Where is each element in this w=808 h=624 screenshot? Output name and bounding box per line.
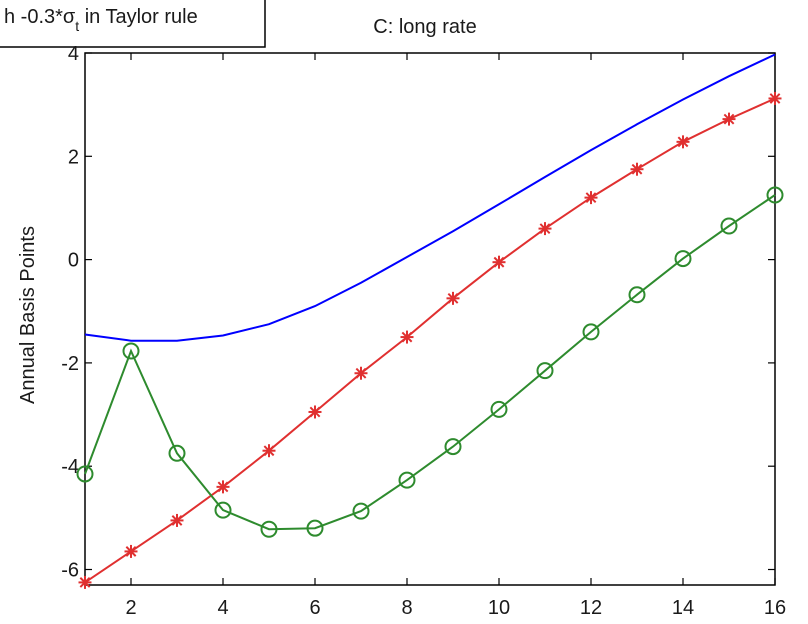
data-point-star (446, 291, 460, 305)
data-point-circle (628, 286, 646, 304)
series-layer (76, 53, 784, 589)
series-line-2 (84, 97, 776, 584)
data-point-star (722, 112, 736, 126)
data-point-circle (536, 362, 554, 380)
data-point-circle (306, 519, 324, 537)
series-line-3 (84, 194, 776, 531)
data-point-star (630, 162, 644, 176)
y-tick-label: 0 (68, 250, 79, 272)
legend-text-subscript: t (75, 18, 79, 34)
x-tick-label: 8 (401, 597, 412, 619)
legend-text-suffix: in Taylor rule (79, 6, 198, 28)
data-point-circle (444, 438, 462, 456)
y-tick-label: 2 (68, 146, 79, 168)
data-point-star (262, 444, 276, 458)
data-point-star (354, 366, 368, 380)
y-tick-label: -6 (61, 560, 79, 582)
data-point-circle (122, 342, 140, 360)
data-point-star (400, 330, 414, 344)
data-point-star (584, 191, 598, 205)
legend-text: h -0.3*σt in Taylor rule (4, 6, 198, 34)
data-point-star (216, 480, 230, 494)
plot-area-frame (84, 52, 776, 586)
data-point-circle (76, 465, 94, 483)
axis-ticks: 2 4 6 8 10 12 14 16 -6 -4 -2 0 2 4 (61, 43, 786, 619)
data-point-circle (674, 250, 692, 268)
data-point-star (768, 91, 782, 105)
data-point-circle (352, 502, 370, 520)
data-point-star (308, 405, 322, 419)
y-axis-label: Annual Basis Points (17, 226, 39, 404)
data-point-circle (490, 400, 508, 418)
series-line-1 (84, 53, 776, 342)
data-point-star (676, 135, 690, 149)
x-tick-label: 2 (125, 597, 136, 619)
x-tick-label: 16 (764, 597, 786, 619)
data-point-circle (720, 217, 738, 235)
legend-text-prefix: h -0.3*σ (4, 6, 76, 28)
chart-title: C: long rate (373, 16, 476, 38)
data-point-circle (398, 471, 416, 489)
data-point-circle (260, 520, 278, 538)
y-tick-label: -2 (61, 353, 79, 375)
x-tick-label: 10 (488, 597, 510, 619)
y-tick-label: -4 (61, 456, 79, 478)
data-point-star (492, 255, 506, 269)
data-point-circle (168, 444, 186, 462)
data-point-circle (582, 323, 600, 341)
x-tick-label: 12 (580, 597, 602, 619)
y-tick-label: 4 (68, 43, 79, 65)
data-point-star (124, 544, 138, 558)
data-point-star (78, 575, 92, 589)
x-tick-label: 4 (217, 597, 228, 619)
data-point-star (538, 222, 552, 236)
data-point-circle (766, 186, 784, 204)
legend-box: h -0.3*σt in Taylor rule (0, 0, 266, 48)
x-tick-label: 14 (672, 597, 694, 619)
data-point-circle (214, 501, 232, 519)
x-tick-label: 6 (309, 597, 320, 619)
data-point-star (170, 513, 184, 527)
